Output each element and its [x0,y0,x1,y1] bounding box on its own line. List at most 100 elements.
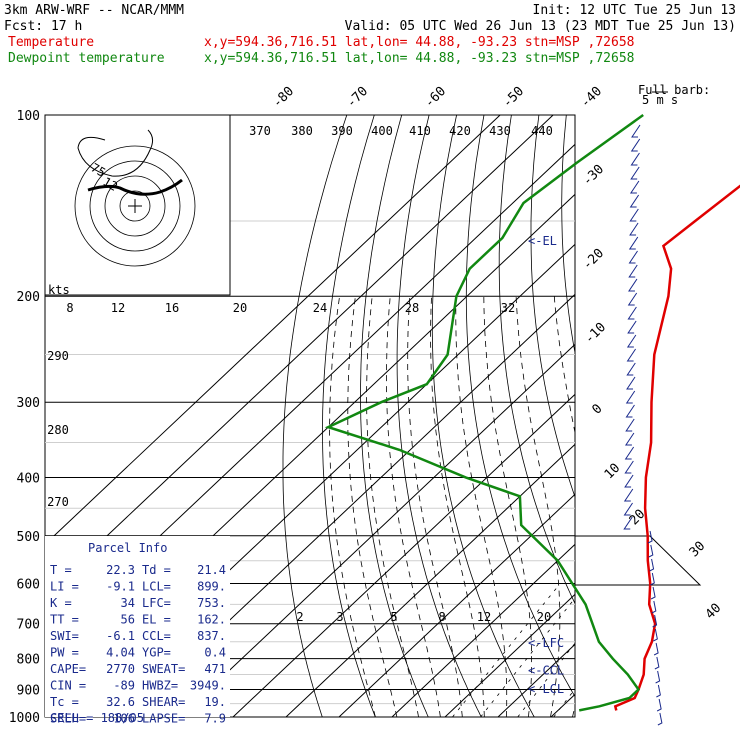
valid-time: Valid: 05 UTC Wed 26 Jun 13 (23 MDT Tue … [345,19,736,34]
parcel-key2-8: SHEAR= [142,695,185,709]
theta-e-label-420: 420 [449,124,471,138]
hodo-ring-30 [104,175,166,237]
isotherm--120 [44,114,501,545]
pressure-label-700: 700 [17,618,40,633]
mixing-ratio-label-20: 20 [537,610,551,624]
mixing-ratio-label-8: 8 [438,610,445,624]
parcel-value2-5: 0.4 [204,646,226,660]
isotherm--10 [444,593,576,718]
parcel-key-1: LI = [50,580,79,594]
annotation-3: < LCL [528,682,564,696]
temperature-trace [613,184,740,711]
isotherm-top-label-3: -50 [500,84,527,111]
parcel-key-9: SREH= [50,712,86,726]
pressure-label-400: 400 [17,471,40,486]
parcel-value-5: 4.04 [106,646,135,660]
traces [324,113,740,712]
wind-barb-32 [650,572,655,586]
wind-barb-41 [656,698,662,712]
wind-barb-30 [648,544,654,558]
isotherm-0 [497,643,576,718]
dewpoint-location: x,y=594.36,716.51 lat,lon= 44.88, -93.23… [204,51,634,66]
isotherm--20 [391,543,576,718]
wind-barb-37 [653,642,659,656]
dry-adiabat-270 [396,114,482,718]
wind-barb-0 [631,124,641,138]
wind-barb-38 [654,656,660,670]
moist-adiabat--8 [386,296,441,718]
init-time: Init: 12 UTC Tue 25 Jun 13 [533,3,737,18]
wind-barb-9 [628,250,638,264]
theta-left-label-270: 270 [47,495,69,509]
wind-barb-31 [649,558,655,572]
parcel-value2-7: 3949. [190,679,226,693]
speed-label-12: 12 [111,301,125,315]
annotation-0: <-EL [528,234,557,248]
wind-barb-14 [627,320,637,334]
mixing-ratio-5 [517,643,576,718]
wind-barb-17 [626,362,636,376]
wind-barb-22 [624,432,635,446]
wind-barb-27 [623,502,633,516]
parcel-value-6: 2770 [106,662,135,676]
parcel-value-7: -89 [113,679,135,693]
pressure-label-600: 600 [17,577,40,592]
isotherm--40 [285,443,576,718]
wind-barb-8 [628,236,639,250]
wind-barb-26 [623,488,634,502]
dry-adiabat-310 [530,114,576,497]
parcel-value-0: 22.3 [106,563,135,577]
wind-barb-1 [630,138,641,152]
wind-barb-36 [653,628,658,642]
wind-barb-3 [630,166,640,180]
wind-barb-6 [629,208,639,222]
wind-barb-21 [625,418,635,432]
isotherm-right-label-4: 10 [602,461,624,483]
isotherm-right-label-2: -10 [582,320,609,347]
wind-barb-24 [624,460,634,474]
theta-e-label-400: 400 [371,124,393,138]
parcel-key2-1: LCL= [142,580,171,594]
moist-adiabat--16 [347,296,398,718]
dry-adiabat-280 [431,114,535,718]
hodo-ring-label-1: 12 [101,174,121,193]
isotherm--110 [44,114,554,595]
parcel-key-6: CAPE= [50,662,86,676]
wind-barb-40 [656,684,661,698]
parcel-key-7: CIN = [50,679,86,693]
parcel-key-2: K = [50,596,72,610]
wind-barb-16 [626,348,636,362]
parcel-value2-2: 753. [197,596,226,610]
parcel-info-title: Parcel Info [88,541,167,555]
pressure-label-200: 200 [17,290,40,305]
theta-e-label-440: 440 [531,124,553,138]
parcel-key-4: SWI= [50,629,79,643]
isotherm-top-label-2: -60 [422,84,449,111]
model-title: 3km ARW-WRF -- NCAR/MMM [4,3,184,18]
speed-units-label: kts [48,283,70,297]
theta-e-label-430: 430 [489,124,511,138]
parcel-key-5: PW = [50,646,79,660]
parcel-cell: CELL = 188/05 [50,711,144,725]
moist-adiabat-8 [483,296,532,718]
wind-barb-2 [630,152,640,166]
moist-adiabat--4 [407,296,463,718]
parcel-value2-3: 162. [197,613,226,627]
wind-barb-29 [647,530,653,544]
parcel-value-2: 34 [121,596,135,610]
moist-adiabat-0 [430,296,485,717]
wind-barb-10 [628,264,638,278]
speed-label-20: 20 [233,301,247,315]
isotherm-right-label-3: 0 [589,401,605,417]
wind-barb-34 [651,600,657,614]
parcel-key2-5: YGP= [142,646,171,660]
annotation-2: <-CCL [528,663,564,677]
dry-adiabat-290 [465,114,576,697]
mixing-ratio-label-12: 12 [477,610,491,624]
theta-e-label-380: 380 [291,124,313,138]
wind-barb-11 [628,278,638,292]
wind-barb-12 [627,292,638,306]
wind-barb-15 [626,334,637,348]
